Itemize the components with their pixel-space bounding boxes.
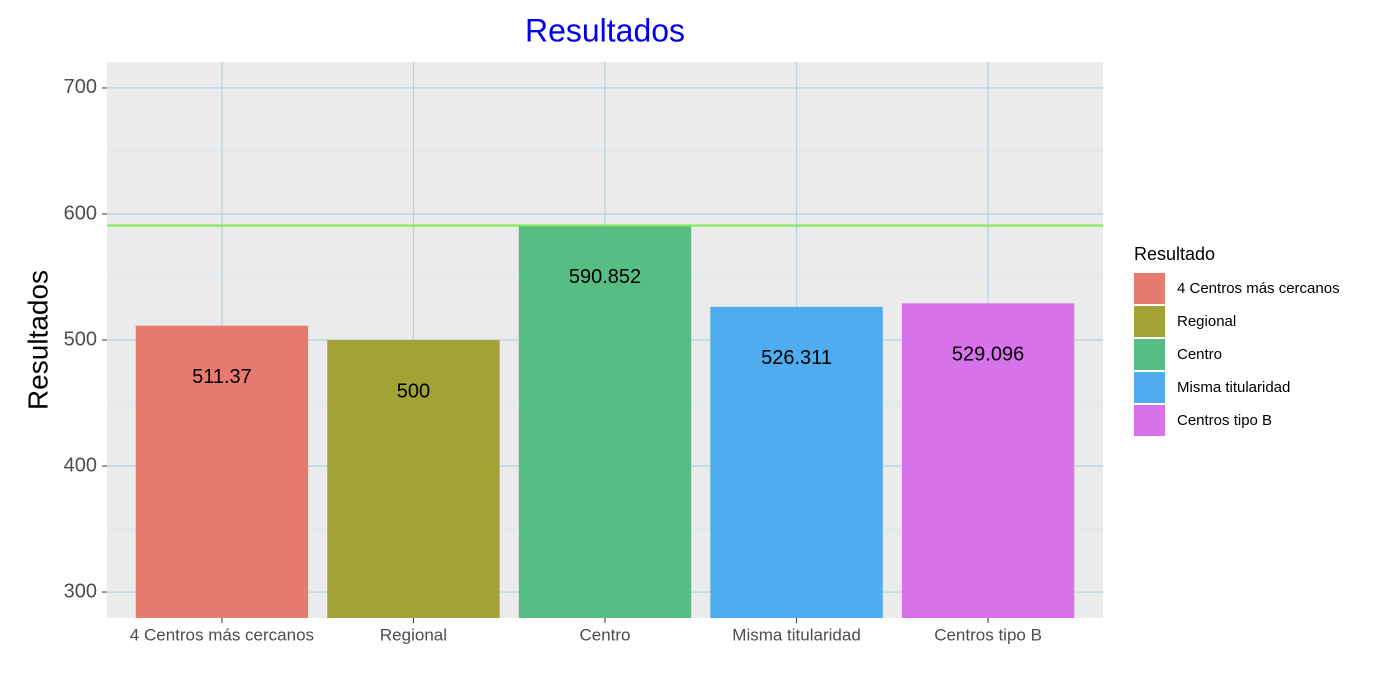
y-tick-label: 700 [64, 76, 97, 98]
x-tick-label: Regional [380, 625, 447, 644]
y-tick-label: 500 [64, 328, 97, 350]
value-label: 500 [397, 380, 430, 402]
x-tick-label: 4 Centros más cercanos [130, 625, 314, 644]
bar [710, 306, 883, 618]
legend-key [1134, 273, 1165, 304]
y-tick-label: 600 [64, 202, 97, 224]
value-label: 590.852 [569, 266, 641, 288]
legend-key [1134, 339, 1165, 370]
x-tick-label: Misma titularidad [732, 625, 861, 644]
legend-key [1134, 372, 1165, 403]
value-label: 526.311 [761, 347, 832, 369]
value-label: 511.37 [192, 366, 252, 388]
y-tick-label: 300 [64, 580, 97, 602]
chart-title: Resultados [525, 12, 685, 48]
y-axis-label: Resultados [22, 270, 53, 410]
legend-label: Centros tipo B [1177, 412, 1272, 429]
legend-label: Regional [1177, 313, 1236, 330]
bar [327, 340, 500, 618]
bar [518, 225, 692, 618]
legend-label: Centro [1177, 346, 1222, 363]
bar [135, 325, 309, 618]
value-label: 529.096 [952, 344, 1024, 366]
legend-title: Resultado [1134, 244, 1215, 264]
y-tick-label: 400 [64, 454, 97, 476]
x-tick-label: Centros tipo B [934, 625, 1042, 644]
legend-label: Misma titularidad [1177, 379, 1290, 396]
legend-key [1134, 405, 1165, 436]
legend-label: 4 Centros más cercanos [1177, 280, 1340, 297]
x-tick-label: Centro [579, 625, 630, 644]
bar [901, 303, 1075, 618]
legend-key [1134, 306, 1165, 337]
